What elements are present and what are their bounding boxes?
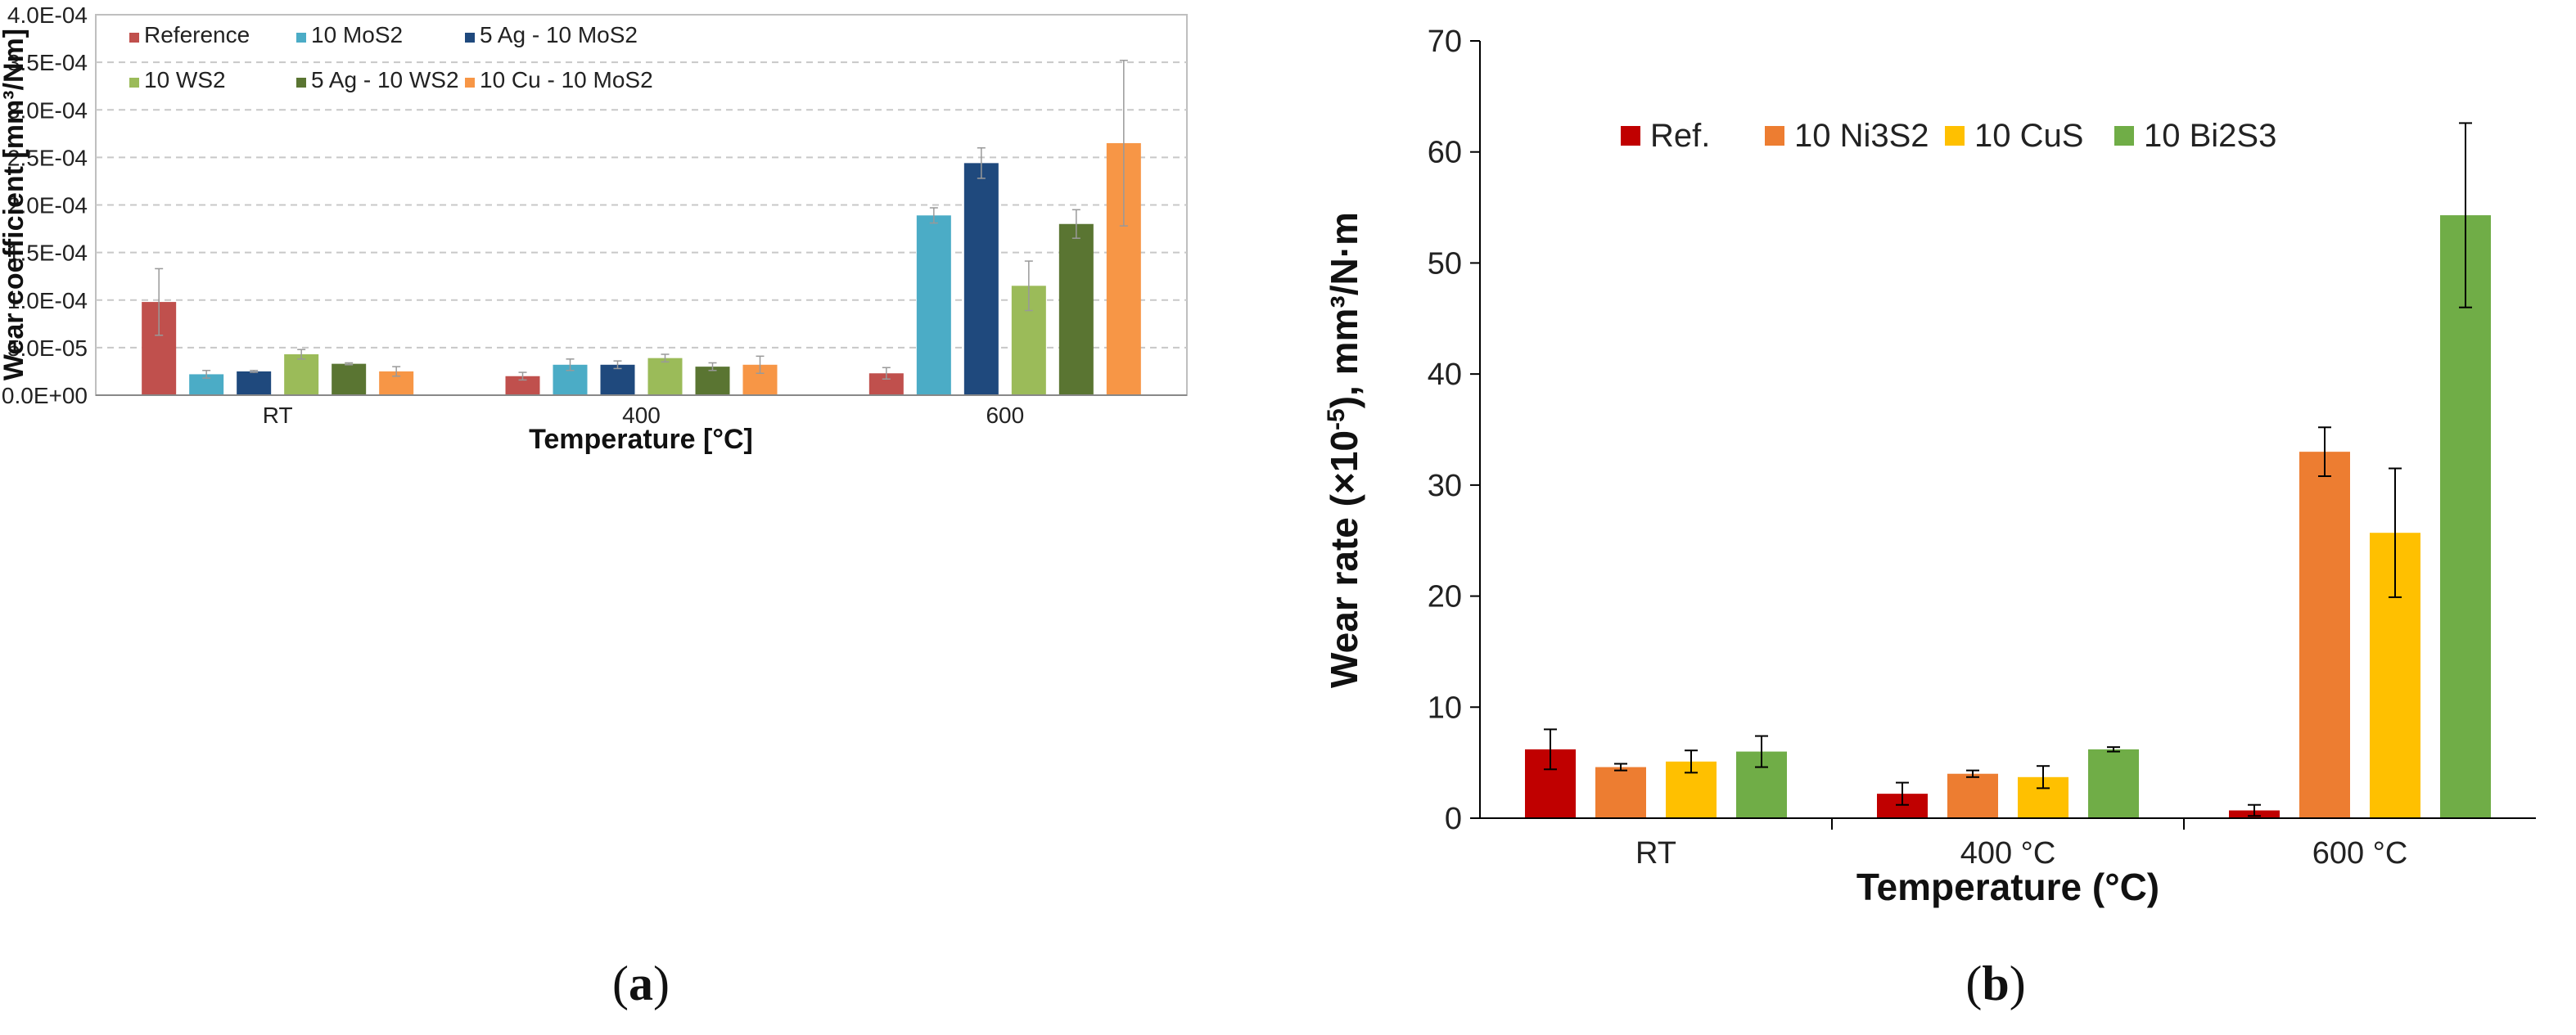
legend-swatch-b-10-bi2s3	[2114, 126, 2134, 146]
legend-swatch-b-ref	[1621, 126, 1640, 146]
legend-label-a-5-ag-10-mos2: 5 Ag - 10 MoS2	[480, 22, 638, 47]
legend-swatch-a-5-ag-10-ws2	[296, 78, 306, 88]
legend-label-a-10-cu-10-mos2: 10 Cu - 10 MoS2	[480, 67, 653, 92]
bar-b-10-bi2s3-600-c	[2440, 215, 2491, 819]
y-axis-title-b-main: Wear rate (×10	[1323, 430, 1365, 688]
legend-swatch-a-10-cu-10-mos2	[465, 78, 475, 88]
y-tick-label-a: 4.0E-04	[7, 2, 88, 28]
legend-label-a-10-mos2: 10 MoS2	[311, 22, 403, 47]
y-tick-label-a: 3.5E-04	[7, 50, 88, 75]
x-tick-label-b: 600 °C	[2312, 836, 2408, 871]
panel-b: 0 10 20 30 40 50 60 70 RT 400 °C 600 °C Ref. 10 Ni…	[1288, 0, 2576, 1035]
y-axis-title-b-tail: ), mm³/N·m	[1323, 212, 1365, 408]
y-tick-label-b: 10	[1428, 691, 1462, 725]
bar-a-5-ag-10-ws2-400	[695, 367, 730, 395]
bar-b-10-ni3s2-400-c	[1947, 773, 1998, 818]
y-tick-label-a: 3.0E-04	[7, 97, 88, 123]
legend-swatch-b-10-cus	[1945, 126, 1965, 146]
y-axis-title-a: Wear coefficient [mm³/Nm]	[0, 29, 29, 380]
y-tick-label-a: 1.5E-04	[7, 241, 88, 266]
y-axis-title-b: Wear rate (×10-5), mm³/N·m	[1323, 212, 1366, 688]
y-tick-label-b: 50	[1428, 246, 1462, 281]
chart-b: 0 10 20 30 40 50 60 70 RT 400 °C 600 °C Ref. 10 Ni…	[1323, 25, 2536, 1010]
chart-a: 0.0E+00 5.0E-05 1.0E-04 1.5E-04 2.0E-04 2.5E-…	[0, 2, 1188, 1010]
y-tick-label-b: 60	[1428, 136, 1462, 170]
bar-a-10-ws2-rt	[284, 354, 319, 395]
caption-b: (b)	[1965, 956, 2025, 1010]
y-tick-label-b: 30	[1428, 469, 1462, 503]
bar-a-5-ag-10-ws2-600	[1058, 223, 1094, 395]
y-tick-label-a: 2.0E-04	[7, 193, 88, 218]
caption-a-letter: a	[629, 956, 653, 1010]
legend-swatch-b-10-ni3s2	[1765, 126, 1784, 146]
y-tick-label-a: 1.0E-04	[7, 288, 88, 313]
legend-label-a-reference: Reference	[144, 22, 250, 47]
x-tick-label-a: 400	[622, 403, 661, 428]
bar-a-5-ag-10-mos2-rt	[237, 371, 272, 395]
legend-label-a-5-ag-10-ws2: 5 Ag - 10 WS2	[311, 67, 459, 92]
x-axis-title-a: Temperature [°C]	[529, 424, 753, 455]
legend-label-b-10-cus: 10 CuS	[1974, 118, 2083, 154]
x-tick-label-b: 400 °C	[1960, 836, 2056, 871]
x-tick-label-b: RT	[1635, 836, 1676, 871]
legend-label-b-10-ni3s2: 10 Ni3S2	[1794, 118, 1929, 154]
y-tick-label-b: 70	[1428, 25, 1462, 59]
y-tick-label-b: 20	[1428, 580, 1462, 614]
legend-label-a-10-ws2: 10 WS2	[144, 67, 226, 92]
y-tick-label-b: 0	[1445, 802, 1462, 836]
bar-a-10-ws2-400	[647, 358, 683, 395]
y-tick-label-a: 2.5E-04	[7, 145, 88, 170]
caption-a: (a)	[612, 956, 670, 1010]
bar-b-10-ni3s2-600-c	[2299, 452, 2350, 818]
legend-label-b-10-bi2s3: 10 Bi2S3	[2144, 118, 2276, 154]
legend-label-b-ref: Ref.	[1650, 118, 1710, 154]
bar-a-5-ag-10-mos2-400	[600, 364, 635, 395]
x-tick-label-a: 600	[986, 403, 1024, 428]
bar-a-5-ag-10-mos2-600	[963, 163, 999, 395]
legend-swatch-a-reference	[129, 33, 139, 43]
x-axis-title-b: Temperature (°C)	[1856, 866, 2159, 908]
y-tick-label-a: 0.0E+00	[2, 383, 88, 408]
legend-swatch-a-10-mos2	[296, 33, 306, 43]
bar-b-10-bi2s3-400-c	[2088, 749, 2139, 818]
bar-a-10-mos2-600	[916, 215, 951, 395]
caption-b-letter: b	[1982, 956, 2009, 1010]
panel-a: 0.0E+00 5.0E-05 1.0E-04 1.5E-04 2.0E-04 2.5E-…	[0, 2, 1188, 1010]
bar-b-10-ni3s2-rt	[1595, 767, 1646, 818]
legend-swatch-a-5-ag-10-mos2	[465, 33, 475, 43]
y-tick-label-a: 5.0E-05	[7, 335, 88, 361]
y-tick-label-b: 40	[1428, 358, 1462, 392]
y-axis-title-b-sup: -5	[1323, 408, 1350, 430]
bar-a-5-ag-10-ws2-rt	[332, 363, 367, 395]
bar-a-reference-400	[505, 376, 540, 395]
legend-swatch-a-10-ws2	[129, 78, 139, 88]
x-tick-label-a: RT	[263, 403, 293, 428]
